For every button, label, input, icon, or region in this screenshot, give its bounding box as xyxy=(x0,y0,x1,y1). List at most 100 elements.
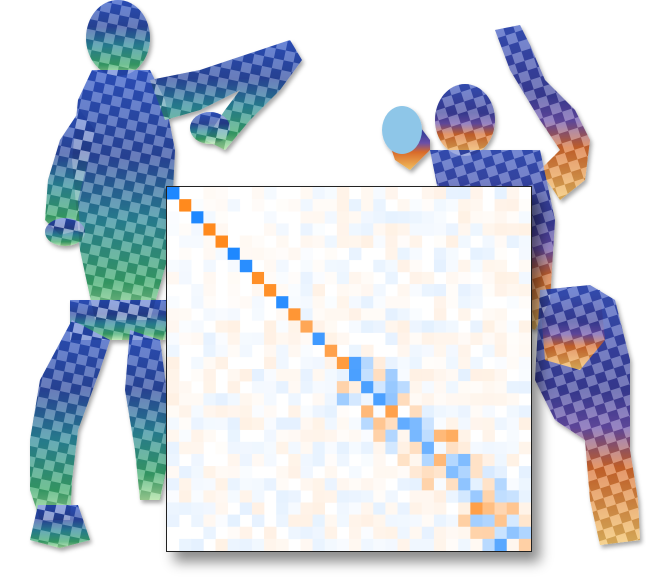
matrix-cell xyxy=(215,417,228,430)
matrix-cell xyxy=(458,284,471,297)
matrix-cell xyxy=(300,199,313,212)
matrix-cell xyxy=(215,405,228,418)
matrix-cell xyxy=(470,296,483,309)
matrix-cell xyxy=(288,405,301,418)
matrix-cell xyxy=(494,211,508,224)
matrix-cell xyxy=(373,538,386,551)
diagonal-cell xyxy=(482,502,495,515)
matrix-cell xyxy=(458,526,471,540)
matrix-cell xyxy=(312,453,326,467)
matrix-cell xyxy=(179,417,192,430)
matrix-cell xyxy=(446,453,459,467)
matrix-cell xyxy=(518,466,531,479)
matrix-cell xyxy=(518,344,531,358)
matrix-cell xyxy=(300,235,313,248)
matrix-cell xyxy=(324,369,338,382)
matrix-cell xyxy=(470,405,483,418)
matrix-cell xyxy=(446,429,459,443)
matrix-cell xyxy=(397,284,410,297)
matrix-cell xyxy=(227,284,241,297)
matrix-cell xyxy=(276,259,289,273)
matrix-cell xyxy=(446,235,459,248)
diagonal-cell xyxy=(203,223,216,236)
matrix-cell xyxy=(251,478,265,491)
matrix-cell xyxy=(506,417,520,430)
matrix-cell xyxy=(458,223,471,236)
matrix-cell xyxy=(446,441,459,455)
matrix-cell xyxy=(446,514,459,528)
matrix-cell xyxy=(518,441,531,455)
matrix-cell xyxy=(506,199,520,212)
matrix-cell xyxy=(167,453,180,467)
diagonal-cell xyxy=(324,344,338,358)
matrix-cell xyxy=(251,417,265,430)
matrix-cell xyxy=(239,332,253,346)
matrix-cell xyxy=(215,308,228,321)
matrix-cell xyxy=(518,502,531,515)
matrix-cell xyxy=(373,478,386,491)
matrix-cell xyxy=(409,308,423,321)
matrix-cell xyxy=(312,429,326,443)
matrix-cell xyxy=(409,199,423,212)
matrix-cell xyxy=(312,478,326,491)
matrix-cell xyxy=(300,441,313,455)
matrix-cell xyxy=(506,429,520,443)
matrix-cell xyxy=(373,320,386,333)
matrix-cell xyxy=(336,211,350,224)
matrix-cell xyxy=(167,332,180,346)
matrix-cell xyxy=(361,308,374,321)
matrix-cell xyxy=(203,344,216,358)
matrix-cell xyxy=(167,296,180,309)
matrix-cell xyxy=(518,199,531,212)
matrix-cell xyxy=(361,320,374,333)
matrix-cell xyxy=(227,405,241,418)
matrix-cell xyxy=(191,417,204,430)
matrix-cell xyxy=(433,199,447,212)
matrix-cell xyxy=(397,478,410,491)
matrix-cell xyxy=(506,211,520,224)
matrix-cell xyxy=(421,271,435,285)
matrix-cell xyxy=(482,259,495,273)
matrix-cell xyxy=(494,453,508,467)
matrix-cell xyxy=(494,393,508,406)
matrix-cell xyxy=(506,478,520,491)
matrix-cell xyxy=(409,514,423,528)
matrix-cell xyxy=(458,344,471,358)
matrix-cell xyxy=(300,405,313,418)
matrix-cell xyxy=(361,441,374,455)
matrix-cell xyxy=(409,502,423,515)
matrix-cell xyxy=(349,199,362,212)
matrix-cell xyxy=(470,187,483,200)
matrix-cell xyxy=(482,211,495,224)
matrix-cell xyxy=(470,247,483,261)
matrix-cell xyxy=(373,259,386,273)
matrix-cell xyxy=(361,235,374,248)
matrix-cell xyxy=(251,381,265,394)
matrix-cell xyxy=(349,381,362,394)
matrix-cell xyxy=(458,502,471,515)
matrix-cell xyxy=(446,393,459,406)
matrix-cell xyxy=(458,381,471,394)
matrix-cell xyxy=(397,332,410,346)
diagonal-cell xyxy=(433,453,447,467)
matrix-cell xyxy=(251,453,265,467)
matrix-cell xyxy=(409,453,423,467)
matrix-cell xyxy=(409,211,423,224)
matrix-cell xyxy=(324,320,338,333)
matrix-cell xyxy=(239,344,253,358)
matrix-cell xyxy=(409,538,423,551)
matrix-cell xyxy=(482,332,495,346)
matrix-cell xyxy=(385,271,398,285)
matrix-cell xyxy=(312,284,326,297)
matrix-cell xyxy=(446,405,459,418)
diagonal-cell xyxy=(167,187,180,200)
matrix-cell xyxy=(264,526,277,540)
matrix-cell xyxy=(433,441,447,455)
matrix-cell xyxy=(482,320,495,333)
matrix-cell xyxy=(336,332,350,346)
matrix-cell xyxy=(433,344,447,358)
matrix-cell xyxy=(373,381,386,394)
matrix-cell xyxy=(446,187,459,200)
diagonal-cell xyxy=(361,381,374,394)
correlation-matrix xyxy=(166,186,532,552)
